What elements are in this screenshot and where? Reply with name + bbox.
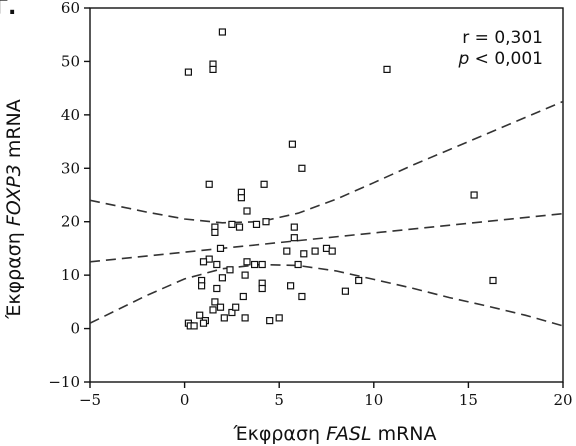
data-point bbox=[355, 276, 363, 285]
regression-fit-line bbox=[90, 212, 563, 263]
x-tick-label: 20 bbox=[553, 391, 572, 409]
data-point bbox=[205, 180, 213, 188]
data-point bbox=[251, 260, 259, 269]
data-point bbox=[190, 322, 198, 330]
data-point bbox=[216, 244, 225, 252]
p-annotation: p < 0,001 bbox=[457, 49, 543, 69]
data-point bbox=[232, 303, 240, 311]
x-axis-title-post: mRNA bbox=[372, 423, 437, 445]
x-tick-label: 15 bbox=[459, 391, 478, 409]
data-point bbox=[218, 28, 226, 36]
data-point bbox=[243, 207, 251, 215]
plot-border bbox=[89, 7, 564, 383]
data-point bbox=[311, 247, 319, 255]
y-tick-label: 20 bbox=[61, 213, 80, 231]
data-point bbox=[198, 282, 206, 290]
data-point bbox=[275, 314, 283, 322]
data-point bbox=[328, 247, 336, 255]
data-point bbox=[211, 298, 219, 306]
data-point bbox=[241, 271, 249, 279]
x-axis-title-pre: Έκφραση bbox=[232, 423, 326, 445]
data-point bbox=[298, 292, 306, 301]
data-point bbox=[489, 276, 497, 285]
x-tick-label: −5 bbox=[79, 391, 101, 409]
data-point bbox=[383, 65, 391, 74]
data-point bbox=[235, 223, 244, 231]
y-tick-label: 0 bbox=[70, 320, 80, 338]
data-point bbox=[228, 308, 236, 317]
data-point bbox=[252, 220, 261, 228]
data-point bbox=[216, 303, 225, 311]
data-point bbox=[322, 244, 331, 252]
data-point bbox=[218, 274, 226, 282]
y-axis-ticks: −10 0 10 20 30 40 50 60 bbox=[48, 0, 90, 391]
plot-frame bbox=[89, 7, 564, 383]
data-point bbox=[213, 284, 221, 293]
data-point bbox=[228, 220, 236, 228]
panel-label: Γ. bbox=[0, 0, 16, 20]
data-point bbox=[262, 218, 270, 226]
data-point bbox=[258, 284, 266, 293]
data-point bbox=[290, 234, 298, 242]
data-point bbox=[199, 319, 208, 327]
data-point bbox=[288, 140, 296, 148]
y-tick-label: 30 bbox=[61, 159, 80, 177]
data-point bbox=[290, 223, 298, 231]
data-point bbox=[209, 65, 217, 74]
x-axis-ticks: −5 0 5 10 15 20 bbox=[79, 382, 573, 409]
data-point bbox=[260, 180, 268, 188]
x-tick-label: 5 bbox=[274, 391, 284, 409]
y-tick-label: 10 bbox=[61, 266, 80, 284]
data-point bbox=[470, 191, 478, 199]
data-point bbox=[226, 266, 234, 274]
confidence-lower-line bbox=[90, 263, 563, 327]
regression-lines bbox=[90, 100, 563, 327]
x-tick-label: 10 bbox=[364, 391, 383, 409]
data-point bbox=[196, 311, 204, 319]
data-point bbox=[211, 228, 219, 236]
data-point bbox=[283, 247, 291, 255]
data-point bbox=[294, 260, 302, 269]
data-point bbox=[237, 194, 245, 202]
data-points bbox=[184, 28, 497, 330]
x-axis-title-italic: FASL bbox=[326, 423, 371, 445]
data-point bbox=[298, 164, 306, 172]
data-point bbox=[341, 287, 349, 295]
data-point bbox=[266, 317, 274, 325]
data-point bbox=[287, 282, 295, 290]
r-annotation: r = 0,301 bbox=[462, 28, 543, 48]
confidence-upper-line bbox=[90, 100, 563, 224]
y-tick-label: 40 bbox=[61, 106, 80, 124]
y-axis-title-italic: FOXP3 bbox=[3, 164, 25, 226]
y-axis-title-post: mRNA bbox=[3, 99, 25, 164]
x-tick-label: 0 bbox=[180, 391, 190, 409]
y-tick-label: 60 bbox=[61, 0, 80, 17]
y-axis-title: Έκφραση FOXP3 mRNA bbox=[3, 99, 25, 320]
data-point bbox=[300, 250, 308, 258]
data-point bbox=[241, 314, 249, 322]
y-tick-label: −10 bbox=[48, 373, 80, 391]
p-symbol: p bbox=[457, 49, 469, 69]
x-axis-title: Έκφραση FASL mRNA bbox=[232, 423, 436, 445]
data-point bbox=[220, 314, 228, 322]
y-tick-label: 50 bbox=[61, 52, 80, 70]
data-point bbox=[199, 258, 208, 266]
data-point bbox=[213, 260, 221, 269]
data-point bbox=[239, 292, 247, 301]
data-point bbox=[184, 68, 192, 76]
data-point bbox=[258, 260, 266, 269]
p-value-text: < 0,001 bbox=[469, 49, 543, 69]
data-point bbox=[243, 258, 251, 266]
y-axis-title-pre: Έκφραση bbox=[3, 226, 25, 320]
data-point bbox=[209, 306, 217, 314]
